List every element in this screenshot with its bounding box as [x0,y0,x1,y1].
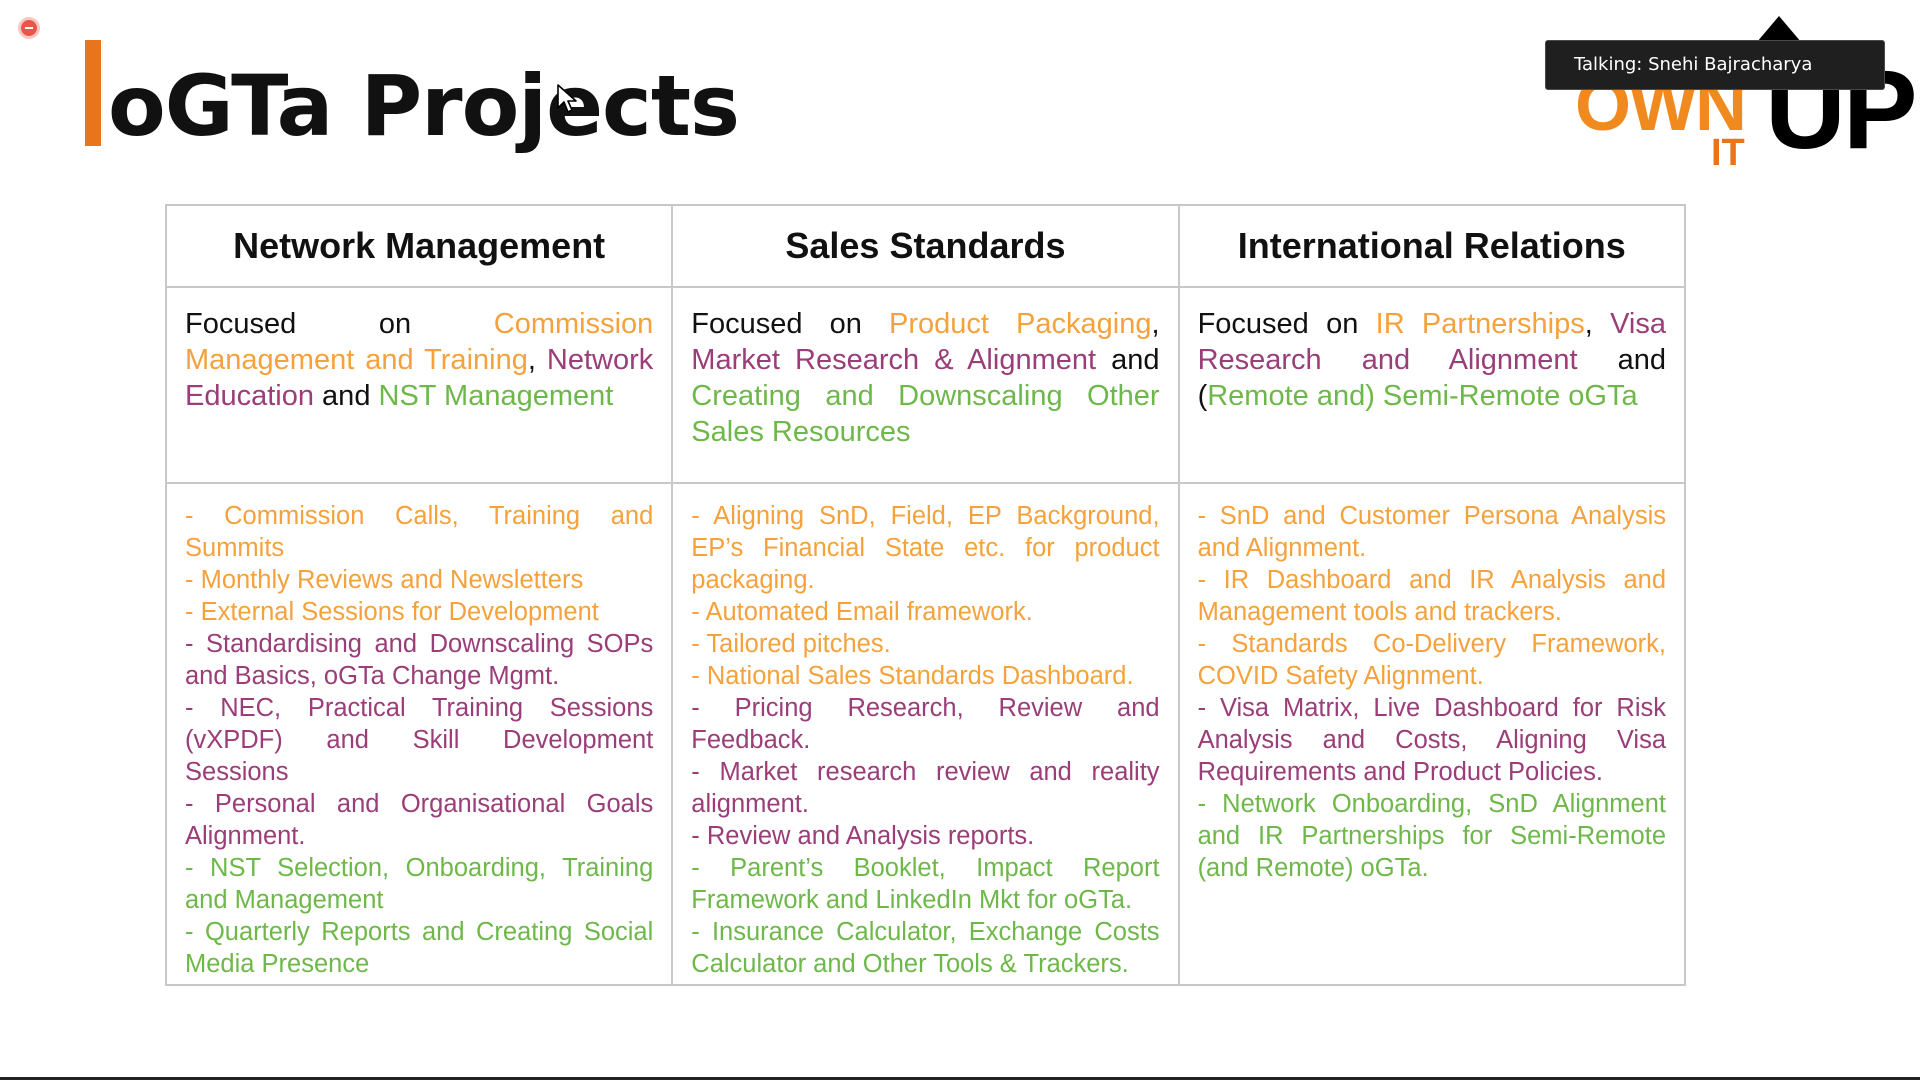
project-item: - Quarterly Reports and Creating Social … [185,918,654,978]
focus-segment: Commission Management and Training [185,308,654,376]
project-item: - Automated Email framework. [691,598,1033,626]
project-item: - Commission Calls, Training and Summits [185,502,654,562]
project-item: - NEC, Practical Training Sessions (vXPD… [185,694,654,786]
focus-segment: NST Management [378,380,614,412]
header-row: Network Management Sales Standards Inter… [164,204,1687,288]
window-bottom-border [0,1077,1920,1080]
project-item: - SnD and Customer Persona Analysis and … [1197,502,1666,562]
header-network-management: Network Management [164,204,674,288]
project-item: - NST Selection, Onboarding, Training an… [185,854,654,914]
focus-sales-standards: Focused on Product Packaging, Market Res… [671,286,1180,484]
focus-row: Focused on Commission Management and Tra… [164,286,1687,484]
project-item: - Standards Co-Delivery Framework, COVID… [1197,630,1666,690]
focus-segment: IR Partnerships [1375,308,1585,340]
project-item: - Network Onboarding, SnD Alignment and … [1197,790,1666,882]
project-item: - Visa Matrix, Live Dashboard for Risk A… [1197,694,1666,786]
focus-segment: Focused on [691,308,889,340]
mouse-cursor-icon [557,84,577,113]
project-item: - Monthly Reviews and Newsletters [185,566,584,594]
items-network-management: - Commission Calls, Training and Summits… [164,482,674,986]
project-item: - Tailored pitches. [691,630,891,658]
projects-table: Network Management Sales Standards Inter… [164,204,1687,986]
project-item: - Aligning SnD, Field, EP Background, EP… [691,502,1160,594]
focus-segment: Creating and Downscaling Other Sales Res… [691,380,1160,448]
focus-international-relations: Focused on IR Partnerships, Visa Researc… [1177,286,1687,484]
header-sales-standards: Sales Standards [671,204,1180,288]
items-sales-standards: - Aligning SnD, Field, EP Background, EP… [671,482,1180,986]
focus-segment: Remote and) Semi-Remote oGTa [1207,380,1638,412]
focus-segment: and [1096,344,1160,376]
focus-segment: Visa Research and Alignment [1197,308,1666,376]
project-item: - Market research review and reality ali… [691,758,1160,818]
logo-arrow-icon [1757,16,1801,42]
project-item: - Personal and Organisational Goals Alig… [185,790,654,850]
items-international-relations: - SnD and Customer Persona Analysis and … [1177,482,1687,986]
project-item: - Insurance Calculator, Exchange Costs C… [691,918,1160,978]
focus-segment: Product Packaging [889,308,1152,340]
focus-segment: Focused on [1197,308,1376,340]
header-international-relations: International Relations [1177,204,1687,288]
project-item: - IR Dashboard and IR Analysis and Manag… [1197,566,1666,626]
project-item: - Pricing Research, Review and Feedback. [691,694,1160,754]
focus-segment: , [1151,308,1160,340]
items-row: - Commission Calls, Training and Summits… [164,482,1687,986]
slide-title: oGTa Projects [108,57,740,155]
project-item: - Parent’s Booklet, Impact Report Framew… [691,854,1160,914]
focus-segment: and [314,380,379,412]
record-indicator-icon[interactable] [21,20,37,36]
project-item: - National Sales Standards Dashboard. [691,662,1134,690]
project-item: - Standardising and Downscaling SOPs and… [185,630,654,690]
focus-segment: and ( [1197,344,1666,412]
focus-segment: , [1584,308,1611,340]
talking-notification: Talking: Snehi Bajracharya [1545,40,1885,90]
project-item: - Review and Analysis reports. [691,822,1035,850]
focus-segment: Focused on [185,308,494,340]
focus-segment: , [527,344,547,376]
title-accent-bar [85,40,101,146]
logo-it-text: IT [1711,132,1745,174]
focus-segment: Market Research & Alignment [691,344,1097,376]
project-item: - External Sessions for Development [185,598,599,626]
focus-segment: Network Education [185,344,654,412]
focus-network-management: Focused on Commission Management and Tra… [164,286,674,484]
